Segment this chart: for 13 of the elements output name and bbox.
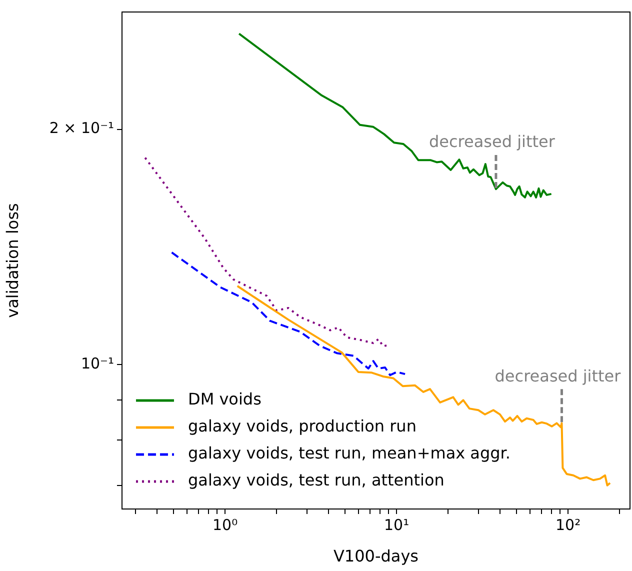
x-axis-title: V100-days [333,546,419,566]
annotation: decreased jitter [494,366,622,386]
x-tick-label: 10¹ [384,516,410,534]
y-tick-label: 2 × 10⁻¹ [49,119,114,138]
legend-label: DM voids [188,390,262,409]
x-tick-label: 10⁰ [212,516,238,534]
y-tick-label: 10⁻¹ [80,354,114,372]
legend-label: galaxy voids, test run, mean+max aggr. [188,444,510,463]
legend-label: galaxy voids, test run, attention [188,470,444,490]
x-tick-label: 10² [555,516,581,534]
legend-label: galaxy voids, production run [188,416,416,436]
annotation: decreased jitter [428,132,556,152]
y-axis-title: validation loss [2,203,22,318]
